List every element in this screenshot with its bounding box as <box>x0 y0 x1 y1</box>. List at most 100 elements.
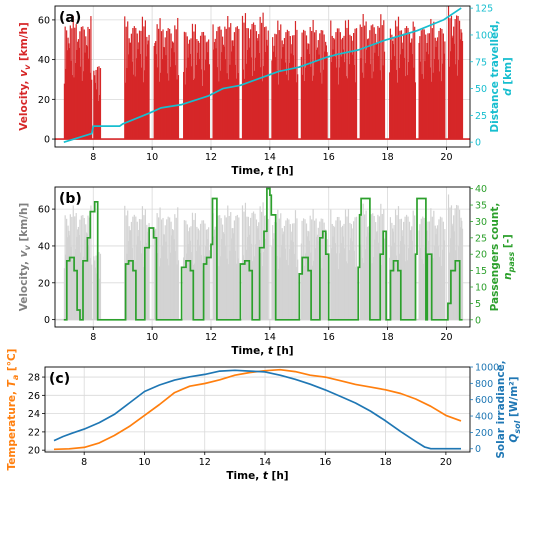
velocity-bar <box>300 243 302 320</box>
velocity-bar <box>366 236 368 320</box>
velocity-bar <box>258 53 261 140</box>
velocity-bar <box>394 242 396 320</box>
velocity-bar <box>423 217 425 320</box>
velocity-bar <box>272 225 274 320</box>
velocity-bar <box>89 72 91 140</box>
velocity-bar <box>254 24 256 140</box>
velocity-bar <box>451 37 453 140</box>
velocity-bar <box>375 33 377 140</box>
velocity-bar <box>160 219 163 320</box>
y-tick-label-right: 400 <box>475 412 493 423</box>
velocity-bar <box>146 224 148 320</box>
velocity-bar <box>63 268 66 320</box>
velocity-bar <box>457 205 459 320</box>
velocity-bar <box>224 59 227 140</box>
velocity-bar <box>222 224 224 320</box>
velocity-bar <box>168 265 170 320</box>
velocity-bar <box>263 215 266 320</box>
velocity-bar <box>367 226 369 320</box>
velocity-bar <box>394 20 397 140</box>
x-tick-label: 14 <box>264 152 276 163</box>
velocity-bar <box>313 260 315 320</box>
velocity-bar <box>217 215 219 320</box>
y-tick-label-right: 35 <box>475 201 487 212</box>
velocity-bar <box>422 27 424 140</box>
velocity-bar <box>424 61 426 140</box>
velocity-bar <box>461 32 463 140</box>
velocity-bar <box>214 226 216 320</box>
velocity-bar <box>297 259 299 320</box>
velocity-bar <box>275 34 277 140</box>
velocity-bar <box>166 30 168 140</box>
velocity-bar <box>79 31 81 140</box>
velocity-bar <box>458 246 460 320</box>
velocity-bar <box>305 223 308 320</box>
velocity-bar <box>411 54 414 140</box>
velocity-bar <box>267 218 269 320</box>
velocity-bar <box>332 49 334 140</box>
velocity-bar <box>429 67 431 140</box>
velocity-bar <box>316 47 319 140</box>
y-tick-label-left: 40 <box>38 55 50 66</box>
velocity-bar <box>160 258 162 320</box>
velocity-bar <box>75 213 77 320</box>
x-tick-label: 8 <box>90 152 96 163</box>
velocity-bar <box>433 58 436 140</box>
velocity-bar <box>139 240 141 320</box>
velocity-bar <box>294 68 296 140</box>
velocity-bar <box>155 54 158 140</box>
velocity-bar <box>224 26 226 140</box>
velocity-bar <box>169 217 171 320</box>
velocity-bar <box>261 22 263 140</box>
velocity-bar <box>433 245 436 320</box>
velocity-bar <box>204 223 206 320</box>
velocity-bar <box>143 26 145 140</box>
velocity-bar <box>174 25 176 140</box>
velocity-bar <box>155 41 157 140</box>
velocity-bar <box>160 31 163 140</box>
velocity-bar <box>230 238 233 320</box>
velocity-bar <box>81 80 83 140</box>
velocity-bar <box>191 252 193 320</box>
velocity-bar <box>153 233 155 320</box>
velocity-bar <box>144 20 146 140</box>
velocity-bar <box>284 248 286 320</box>
velocity-bar <box>130 221 132 320</box>
velocity-bar <box>158 81 160 140</box>
velocity-bar <box>227 205 229 320</box>
velocity-bar <box>338 28 340 140</box>
velocity-bar <box>78 47 80 140</box>
velocity-bar <box>258 34 260 140</box>
velocity-bar <box>205 42 208 140</box>
velocity-bar <box>292 55 294 140</box>
velocity-bar <box>132 259 135 320</box>
velocity-bar <box>252 75 254 140</box>
velocity-bar <box>312 19 314 140</box>
velocity-bar <box>361 257 364 320</box>
x-tick-label: 14 <box>259 457 271 468</box>
velocity-bar <box>370 214 372 320</box>
velocity-bar <box>271 246 273 320</box>
velocity-bar <box>87 26 89 140</box>
velocity-bar <box>448 66 450 140</box>
velocity-bar <box>296 218 298 320</box>
velocity-bar <box>452 223 454 320</box>
velocity-bar <box>147 228 149 320</box>
velocity-bar <box>184 84 186 140</box>
velocity-bar <box>99 278 101 320</box>
velocity-bar <box>392 40 394 140</box>
velocity-bar <box>439 71 441 140</box>
velocity-bar <box>369 30 371 140</box>
velocity-bar <box>344 62 346 140</box>
velocity-bar <box>163 234 165 320</box>
velocity-bar <box>208 227 210 320</box>
velocity-bar <box>142 82 144 140</box>
velocity-bar <box>336 253 338 320</box>
velocity-bar <box>158 266 160 320</box>
velocity-bar <box>183 71 185 140</box>
velocity-bar <box>409 230 411 320</box>
velocity-bar <box>439 256 441 320</box>
velocity-bar <box>411 226 413 320</box>
velocity-bar <box>378 27 380 140</box>
velocity-bar <box>146 44 149 140</box>
